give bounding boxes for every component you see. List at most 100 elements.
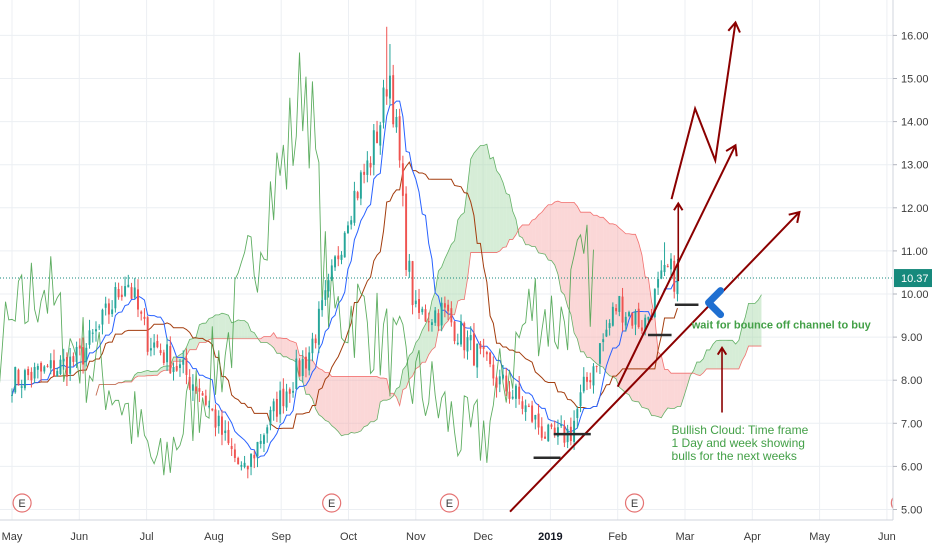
candle-body (440, 302, 443, 326)
candle-body (179, 364, 181, 369)
candle-body (547, 424, 550, 442)
candle-body (647, 316, 650, 320)
cloud-segment (674, 373, 678, 409)
cloud-segment (147, 370, 151, 376)
cloud-segment (241, 320, 245, 339)
candle-body (182, 359, 185, 365)
candle-body (418, 299, 420, 313)
cloud-segment (580, 212, 584, 352)
candle-body (237, 457, 240, 465)
candle-body (527, 405, 530, 407)
cloud-segment (457, 215, 462, 302)
projection-arrowhead (727, 20, 741, 33)
candle-body (363, 171, 366, 175)
candle-body (17, 369, 20, 385)
projection-path (670, 22, 737, 200)
candle-body (11, 394, 13, 396)
cloud-segment (557, 201, 562, 292)
cloud-segment (312, 360, 316, 409)
cloud-segment (467, 159, 471, 280)
time-tick-label: 2019 (538, 531, 562, 543)
candle-body (243, 462, 246, 468)
candle-body (524, 405, 527, 413)
cloud-segment (270, 332, 274, 348)
cloud-segment (735, 340, 739, 369)
cloud-segment (745, 303, 749, 356)
cloud-segment (425, 316, 429, 363)
time-tick-label: May (809, 531, 830, 543)
cloud-segment (448, 244, 452, 322)
cloud-segment (596, 215, 600, 366)
channel-line (509, 211, 801, 513)
candle-body (550, 424, 553, 427)
candle-body (78, 345, 81, 349)
candle-body (505, 375, 508, 392)
cloud-segment (157, 367, 161, 376)
candle-body (53, 360, 55, 377)
candle-body (385, 89, 388, 97)
candle-body (653, 289, 656, 318)
time-axis: May Jun Jul Aug Sep Oct Nov Dec 2019 Feb Mar Apr May… (0, 519, 932, 550)
cloud-segment (422, 324, 426, 363)
cloud-segment (360, 376, 365, 431)
cloud-segment (619, 228, 623, 390)
cloud-segment (561, 202, 565, 295)
candle-body (101, 309, 104, 325)
cloud-segment (247, 323, 252, 339)
time-tick-label: Nov (406, 531, 426, 543)
cloud-segment (251, 331, 255, 339)
candle-body (88, 330, 91, 345)
cloud-segment (499, 174, 504, 251)
cloud-segment (677, 373, 681, 407)
cloud-segment (712, 340, 717, 369)
candle-body (608, 323, 611, 329)
blue-arrow-icon (705, 287, 725, 319)
earnings-marker-label: E (18, 498, 25, 510)
candle-body (411, 261, 414, 306)
cloud-segment (706, 349, 710, 369)
candle-body (137, 289, 139, 310)
cloud-segment (409, 352, 413, 380)
candle-body (443, 303, 446, 308)
cloud-segment (218, 313, 222, 339)
candle-body (334, 256, 337, 268)
candle-body (311, 338, 314, 354)
time-tick-label: Sep (271, 531, 291, 543)
cloud-segment (700, 358, 704, 376)
candle-body (463, 323, 466, 351)
candle-body (343, 232, 346, 258)
cloud-segment (464, 186, 468, 300)
cloud-segment (509, 194, 513, 240)
cloud-segment (480, 145, 484, 253)
cloud-segment (435, 271, 439, 348)
candle-body (540, 426, 543, 438)
candle-body (466, 337, 469, 352)
cloud-segment (493, 157, 497, 253)
cloud-segment (758, 294, 762, 347)
cloud-segment (192, 336, 197, 350)
candle-body (279, 390, 282, 415)
cloud-segment (545, 204, 549, 261)
time-tick-label: Oct (340, 531, 357, 543)
channel-arrowhead (725, 143, 738, 157)
cloud-segment (548, 204, 552, 261)
candle-body (676, 268, 679, 295)
cloud-segment (154, 371, 158, 376)
cloud-segment (173, 357, 177, 362)
cloud-segment (260, 336, 264, 343)
candle-body (201, 393, 204, 396)
candle-body (508, 391, 511, 399)
cloud-segment (202, 323, 206, 343)
candle-body (23, 370, 26, 389)
candle-body (573, 420, 576, 442)
cloud-segment (263, 336, 268, 343)
candle-body (556, 427, 559, 437)
cloud-segment (318, 368, 323, 418)
candle-body (663, 264, 666, 273)
cloud-annotation-line: 1 Day and week showing (672, 436, 805, 450)
candle-body (321, 300, 324, 311)
candle-body (408, 260, 411, 272)
cloud-segment (431, 291, 436, 350)
